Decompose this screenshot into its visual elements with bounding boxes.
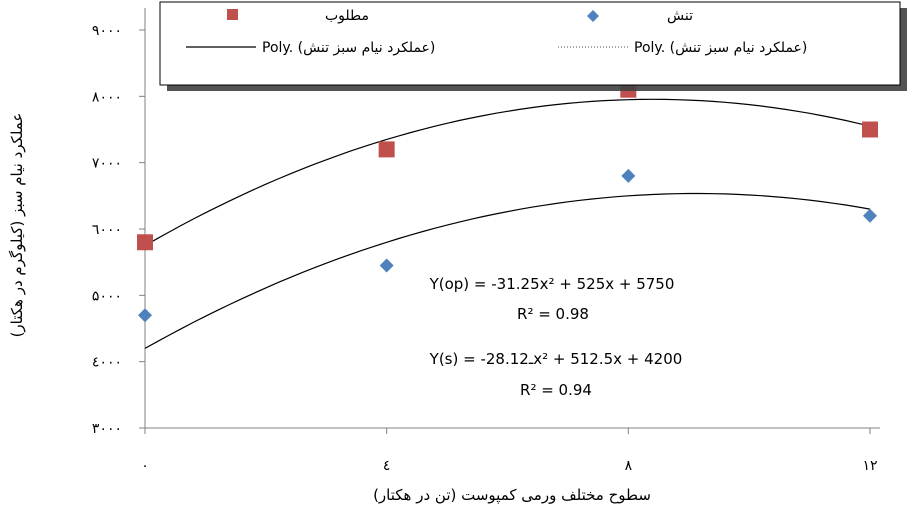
y-tick-label: ۹۰۰۰ <box>92 23 122 39</box>
trendline-optimal <box>144 98 871 247</box>
x-tick-label: ۱۲ <box>862 458 877 474</box>
y-axis-title: عملکرد نیام سبز (کیلوگرم در هکتار) <box>8 113 26 338</box>
x-tick-label: ۰ <box>141 458 149 474</box>
legend-marker-optimal <box>227 9 238 20</box>
y-axis-ticks: ۳۰۰۰ ٤۰۰۰ ۵۰۰۰ ٦۰۰۰ ۷۰۰۰ ۸۰۰۰ ۹۰۰۰ <box>92 23 145 437</box>
x-tick-label: ٤ <box>383 458 391 474</box>
y-tick-label: ۳۰۰۰ <box>92 421 122 437</box>
legend-marker-stress <box>587 10 599 22</box>
x-tick-label: ۸ <box>625 458 633 474</box>
y-tick-label: ۷۰۰۰ <box>92 156 122 172</box>
equation-stress: Y(s) = -28.12ـx² + 512.5x + 4200 <box>429 350 683 368</box>
legend-label-optimal: مطلوب <box>325 8 369 24</box>
x-axis-ticks: ۰ ٤ ۸ ۱۲ <box>141 428 878 474</box>
point-stress <box>138 308 152 323</box>
point-optimal <box>378 141 395 158</box>
y-tick-label: ۵۰۰۰ <box>92 288 122 304</box>
legend-label-trend-dotted: Poly. (عملکرد نیام سبز تنش) <box>634 40 807 56</box>
r2-optimal: R² = 0.98 <box>517 305 589 323</box>
r2-stress: R² = 0.94 <box>520 381 592 399</box>
point-optimal <box>137 234 153 251</box>
y-tick-label: ۸۰۰۰ <box>92 89 122 105</box>
trendline-stress <box>144 192 871 349</box>
legend: مطلوب تنش Poly. (عملکرد نیام سبز تنش) Po… <box>159 1 907 91</box>
point-stress <box>621 168 636 183</box>
legend-label-trend-solid: Poly. (عملکرد نیام سبز تنش) <box>262 40 435 56</box>
point-stress <box>379 258 394 273</box>
y-tick-label: ٦۰۰۰ <box>92 222 122 238</box>
y-tick-label: ٤۰۰۰ <box>92 355 122 371</box>
equation-optimal: Y(op) = -31.25x² + 525x + 5750 <box>429 275 675 293</box>
x-axis-title: سطوح مختلف ورمی کمپوست (تن در هکتار) <box>373 486 651 505</box>
point-stress <box>863 208 877 223</box>
point-optimal <box>862 121 878 138</box>
legend-label-stress: تنش <box>667 8 693 24</box>
